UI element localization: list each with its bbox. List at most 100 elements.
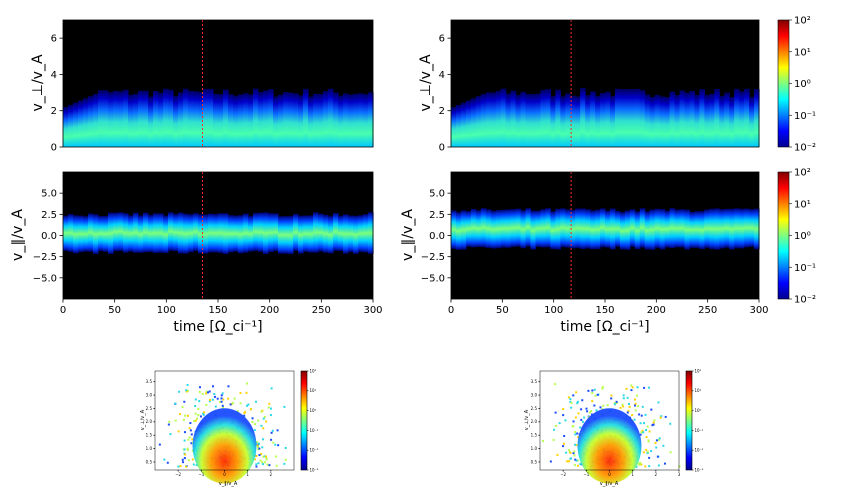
density-cell bbox=[205, 403, 208, 406]
density-column bbox=[83, 216, 89, 252]
density-column bbox=[333, 213, 339, 251]
ytick-label: 2.5 bbox=[41, 210, 57, 221]
density-column bbox=[704, 209, 710, 248]
density-column bbox=[669, 208, 676, 249]
ytick-label: 6 bbox=[51, 34, 57, 45]
density-column bbox=[600, 92, 606, 147]
density-cell bbox=[593, 388, 596, 391]
density-column bbox=[353, 93, 359, 147]
density-column bbox=[113, 90, 119, 147]
density-cell bbox=[602, 386, 605, 389]
ylabel-inset-right: v_⊥/v_A bbox=[524, 409, 530, 430]
xtick-label: −2 bbox=[175, 472, 181, 477]
density-cell bbox=[563, 435, 566, 438]
density-column bbox=[323, 214, 329, 253]
density-cell bbox=[652, 421, 655, 424]
density-cell bbox=[595, 409, 598, 412]
density-cell bbox=[213, 395, 216, 398]
density-cell bbox=[571, 425, 574, 428]
density-cell bbox=[554, 383, 557, 386]
density-cell bbox=[640, 414, 643, 417]
density-column bbox=[609, 95, 616, 147]
ytick-label: 2 bbox=[51, 106, 57, 117]
ylabel-top-left: v_⊥/v_A bbox=[30, 54, 46, 111]
density-cell bbox=[555, 424, 558, 427]
density-cell bbox=[260, 424, 263, 427]
density-column bbox=[614, 88, 621, 147]
density-cell bbox=[653, 419, 656, 422]
colorbar-tick-label: 10⁻¹ bbox=[695, 428, 704, 433]
density-cell bbox=[183, 448, 186, 451]
xtick-label: 300 bbox=[749, 305, 768, 316]
density-column bbox=[118, 212, 124, 251]
density-column bbox=[485, 209, 492, 248]
density-column bbox=[585, 95, 591, 147]
density-column bbox=[293, 213, 299, 251]
density-column bbox=[318, 93, 324, 147]
density-cell bbox=[198, 390, 201, 393]
density-column bbox=[73, 215, 79, 254]
density-column bbox=[228, 94, 234, 147]
density-column bbox=[223, 89, 229, 147]
density-cell bbox=[590, 410, 593, 413]
density-column bbox=[198, 214, 204, 254]
density-cell bbox=[613, 402, 616, 405]
density-cell bbox=[637, 462, 640, 465]
density-cell bbox=[158, 443, 161, 446]
density-column bbox=[644, 211, 651, 250]
ytick-label: 4 bbox=[51, 70, 57, 81]
density-cell bbox=[169, 433, 172, 436]
density-column bbox=[223, 213, 229, 255]
density-column bbox=[495, 90, 502, 147]
density-cell bbox=[552, 438, 555, 441]
density-cell bbox=[562, 445, 565, 448]
density-cell bbox=[275, 455, 278, 458]
density-column bbox=[694, 94, 700, 147]
density-column bbox=[624, 210, 631, 250]
density-column bbox=[348, 215, 354, 253]
colorbar-bottom-right bbox=[777, 171, 790, 300]
density-cell bbox=[656, 455, 659, 458]
density-column bbox=[595, 95, 601, 147]
density-column bbox=[113, 212, 119, 252]
density-column bbox=[609, 208, 616, 250]
density-column bbox=[560, 208, 566, 248]
density-column bbox=[530, 210, 537, 250]
ytick-label: 0 bbox=[51, 143, 57, 154]
density-column bbox=[724, 208, 730, 248]
density-column bbox=[545, 89, 551, 147]
density-column bbox=[213, 93, 219, 147]
density-column bbox=[88, 96, 94, 147]
density-column bbox=[465, 211, 472, 247]
density-column bbox=[510, 209, 517, 247]
density-cell bbox=[259, 459, 262, 462]
density-column bbox=[605, 91, 611, 147]
density-column bbox=[273, 213, 279, 252]
density-cell bbox=[639, 433, 642, 436]
density-cell bbox=[211, 385, 214, 388]
xtick-label: 2 bbox=[270, 472, 273, 477]
density-cell bbox=[253, 423, 256, 426]
ytick-label: −5.0 bbox=[421, 273, 445, 284]
ytick-label: 1.0 bbox=[146, 446, 153, 451]
density-cell bbox=[202, 413, 205, 416]
density-cell bbox=[627, 403, 630, 406]
density-cell bbox=[267, 406, 270, 409]
density-column bbox=[719, 209, 725, 249]
density-column bbox=[343, 214, 349, 254]
density-cell bbox=[669, 451, 672, 454]
density-column bbox=[570, 209, 576, 249]
panel-inset-left: 3.5 3.0 2.5 2.0 1.5 1.0 0.5 −2 −1 0 1 2 10² 10¹ 10⁰ 10⁻… bbox=[146, 368, 319, 484]
density-column bbox=[510, 90, 517, 147]
density-column bbox=[470, 98, 477, 147]
density-column bbox=[218, 94, 224, 147]
axes-frame bbox=[62, 19, 374, 148]
density-column bbox=[585, 209, 591, 249]
density-column bbox=[253, 88, 259, 147]
density-cell bbox=[569, 398, 572, 401]
density-cell bbox=[268, 402, 271, 405]
density-column bbox=[273, 96, 279, 147]
density-column bbox=[754, 208, 760, 250]
panel-inset-right: 3.5 3.0 2.5 2.0 1.5 1.0 0.5 −2 −1 0 1 2 3 10² 10¹ 10⁰ 10… bbox=[531, 368, 704, 484]
density-cell bbox=[553, 428, 556, 431]
